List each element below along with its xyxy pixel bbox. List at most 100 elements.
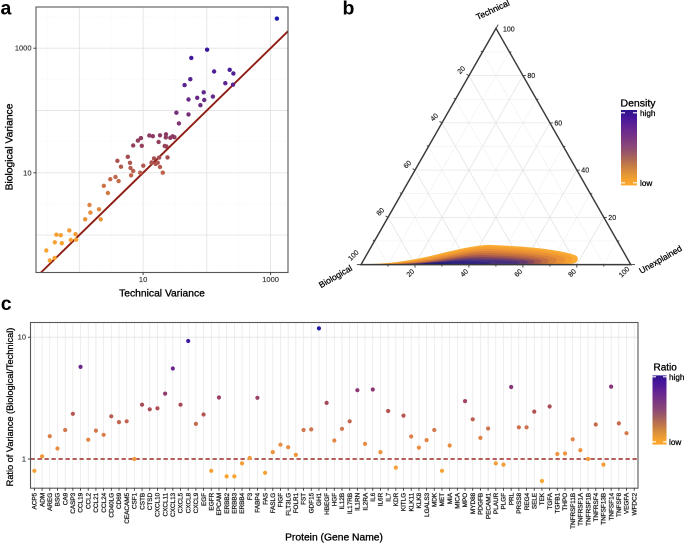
svg-text:CXCL5: CXCL5 (178, 492, 185, 513)
svg-text:KITLG: KITLG (401, 493, 408, 511)
svg-text:40: 40 (460, 268, 471, 279)
svg-text:1000: 1000 (15, 44, 32, 53)
svg-text:MDK: MDK (431, 492, 438, 507)
svg-text:TGFA: TGFA (547, 492, 554, 509)
svg-text:b: b (343, 0, 355, 19)
svg-text:TNFSF8: TNFSF8 (616, 492, 623, 517)
svg-text:a: a (1, 0, 12, 20)
svg-text:VEGFA: VEGFA (624, 492, 631, 514)
svg-text:80: 80 (527, 73, 535, 80)
svg-text:CA9: CA9 (62, 492, 69, 505)
svg-text:60: 60 (554, 121, 562, 128)
svg-text:ERBB2: ERBB2 (224, 492, 231, 513)
svg-text:AREG: AREG (47, 493, 54, 511)
svg-text:FST: FST (301, 493, 308, 505)
svg-text:MICA: MICA (455, 492, 462, 509)
svg-text:low: low (640, 179, 652, 188)
svg-text:80: 80 (568, 268, 579, 279)
svg-text:IL17RB: IL17RB (347, 493, 354, 514)
svg-text:CD69: CD69 (116, 492, 123, 509)
svg-text:FAS: FAS (262, 493, 269, 505)
svg-text:IL7: IL7 (385, 492, 392, 501)
svg-text:IL1RN: IL1RN (355, 492, 362, 510)
svg-text:EGFR: EGFR (208, 492, 215, 510)
svg-text:TNFSF14: TNFSF14 (608, 492, 615, 520)
svg-text:IL12B: IL12B (339, 493, 346, 510)
svg-text:EPCAM: EPCAM (216, 493, 223, 516)
svg-text:40: 40 (581, 168, 589, 175)
svg-text:KDR: KDR (393, 492, 400, 506)
svg-text:FABP4: FABP4 (255, 492, 262, 512)
svg-text:GDF15: GDF15 (308, 492, 315, 513)
svg-text:CXCL8: CXCL8 (185, 492, 192, 513)
svg-text:Ratio of Variance (Biological/: Ratio of Variance (Biological/Technical) (5, 328, 15, 487)
svg-text:PRSS8: PRSS8 (516, 492, 523, 513)
svg-text:TNFRSF11B: TNFRSF11B (570, 493, 577, 529)
svg-text:PRL: PRL (508, 492, 515, 505)
svg-text:TEK: TEK (539, 492, 546, 505)
svg-text:THPO: THPO (562, 493, 569, 511)
svg-text:CCL24: CCL24 (101, 492, 108, 512)
svg-text:10: 10 (18, 333, 26, 342)
svg-text:c: c (1, 293, 12, 315)
svg-text:Technical Variance: Technical Variance (119, 289, 205, 300)
svg-text:PDGFB: PDGFB (478, 493, 485, 515)
svg-text:Ratio: Ratio (654, 363, 678, 374)
svg-text:10: 10 (139, 275, 147, 284)
svg-text:REG4: REG4 (524, 492, 531, 510)
svg-text:FASLG: FASLG (270, 493, 277, 514)
svg-text:80: 80 (376, 207, 387, 218)
svg-text:10: 10 (23, 168, 31, 177)
svg-text:HGF: HGF (332, 493, 339, 507)
svg-text:PECAM1: PECAM1 (485, 492, 492, 519)
svg-text:IL2RA: IL2RA (362, 492, 369, 510)
svg-text:100: 100 (503, 26, 515, 33)
svg-text:TNFRSF1A: TNFRSF1A (578, 492, 585, 526)
svg-text:SELE: SELE (531, 493, 538, 509)
svg-text:HBEGF: HBEGF (324, 493, 331, 515)
svg-text:FOLR1: FOLR1 (293, 492, 300, 513)
svg-text:PLAUR: PLAUR (493, 492, 500, 514)
svg-text:TGFB1: TGFB1 (555, 492, 562, 513)
svg-text:MET: MET (439, 493, 446, 507)
svg-text:ADM: ADM (39, 493, 46, 507)
svg-text:PLGF: PLGF (501, 493, 508, 510)
svg-text:low: low (669, 438, 681, 447)
svg-text:MIA: MIA (447, 492, 454, 504)
svg-text:60: 60 (514, 268, 525, 279)
svg-text:ERBB3: ERBB3 (232, 492, 239, 513)
svg-text:Protein (Gene Name): Protein (Gene Name) (285, 533, 383, 544)
svg-text:MPO: MPO (462, 493, 469, 508)
svg-text:LGALS3: LGALS3 (424, 492, 431, 517)
svg-text:CXCL10: CXCL10 (155, 492, 162, 517)
svg-text:CSTB: CSTB (139, 493, 146, 510)
svg-text:20: 20 (406, 268, 417, 279)
svg-text:EGF: EGF (201, 493, 208, 506)
svg-text:20: 20 (457, 65, 468, 76)
svg-text:MYD88: MYD88 (470, 492, 477, 514)
svg-text:CXCL9: CXCL9 (193, 492, 200, 513)
svg-text:GH1: GH1 (316, 492, 323, 506)
svg-text:40: 40 (430, 113, 441, 124)
svg-text:TNFSF13B: TNFSF13B (601, 493, 608, 525)
svg-text:1: 1 (22, 455, 26, 464)
svg-text:CASP3: CASP3 (70, 492, 77, 513)
svg-text:CCL19: CCL19 (78, 492, 85, 512)
svg-text:WFDC2: WFDC2 (631, 492, 638, 515)
svg-text:CCL21: CCL21 (93, 492, 100, 512)
svg-text:CEACAM5: CEACAM5 (124, 492, 131, 523)
svg-text:high: high (669, 373, 685, 382)
svg-text:BSG: BSG (55, 493, 62, 507)
svg-text:high: high (640, 109, 656, 118)
svg-text:F3: F3 (247, 492, 254, 500)
svg-text:FIGF: FIGF (278, 493, 285, 508)
svg-text:ACP5: ACP5 (32, 492, 39, 509)
svg-text:CD40LG: CD40LG (109, 493, 116, 518)
svg-text:60: 60 (403, 160, 414, 171)
svg-text:FLT3LG: FLT3LG (285, 493, 292, 516)
svg-text:KLK11: KLK11 (408, 492, 415, 511)
svg-text:KLK8: KLK8 (416, 492, 423, 508)
svg-text:CSF1: CSF1 (132, 492, 139, 509)
svg-text:IL6: IL6 (370, 492, 377, 501)
svg-text:CXCL11: CXCL11 (162, 492, 169, 516)
